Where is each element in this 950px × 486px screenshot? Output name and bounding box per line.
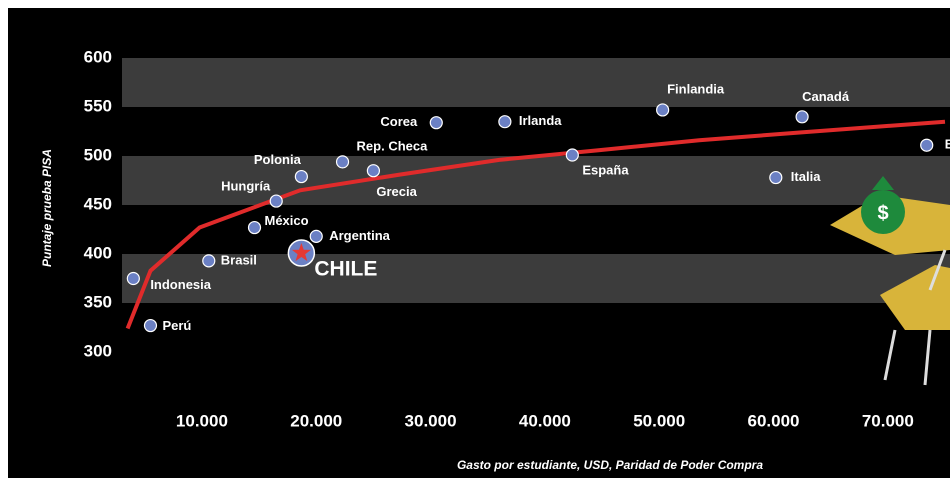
trend-line xyxy=(125,119,946,330)
point xyxy=(143,318,158,333)
point-label: Irlanda xyxy=(519,113,562,128)
point-label: B xyxy=(945,137,950,152)
point-label: Hungría xyxy=(221,179,271,194)
point-label: Perú xyxy=(162,318,191,333)
point-label: Grecia xyxy=(376,184,417,199)
point xyxy=(769,170,783,185)
y-tick-label: 400 xyxy=(84,243,112,262)
point xyxy=(656,103,670,117)
x-tick-label: 50.000 xyxy=(633,411,685,430)
point xyxy=(309,229,323,243)
point-label: Rep. Checa xyxy=(357,138,429,153)
point xyxy=(247,220,262,235)
point xyxy=(126,271,140,286)
point xyxy=(498,115,512,129)
x-tick-label: 20.000 xyxy=(290,411,342,430)
point xyxy=(795,110,809,124)
grid-band xyxy=(122,58,950,107)
y-tick-label: 300 xyxy=(84,341,112,360)
point-label: Canadá xyxy=(802,89,850,104)
point-label: Polonia xyxy=(254,152,302,167)
y-tick-label: 500 xyxy=(84,145,112,164)
point xyxy=(269,194,283,208)
point-label: Argentina xyxy=(329,228,390,243)
y-tick-label: 350 xyxy=(84,292,112,311)
point xyxy=(202,254,216,268)
point xyxy=(565,148,579,162)
x-tick-label: 60.000 xyxy=(748,411,800,430)
highlight-star xyxy=(291,243,311,262)
point xyxy=(366,164,380,178)
plot-area: Indonesia Perú Brasil México Argentina CHILE H… xyxy=(125,81,950,333)
y-tick-label: 450 xyxy=(84,194,112,213)
y-tick-label: 600 xyxy=(84,47,112,66)
y-axis-title: Puntaje prueba PISA xyxy=(40,149,54,267)
y-tick-label: 550 xyxy=(84,96,112,115)
x-axis-title: Gasto por estudiante, USD, Paridad de Po… xyxy=(457,458,763,472)
point-label: Corea xyxy=(380,114,418,129)
point-label: México xyxy=(265,213,309,228)
point xyxy=(335,155,350,169)
grid-band xyxy=(122,156,950,205)
point xyxy=(429,116,443,130)
x-tick-label: 10.000 xyxy=(176,411,228,430)
point-label: CHILE xyxy=(314,258,377,281)
point xyxy=(920,138,934,152)
point-label: Finlandia xyxy=(667,81,725,96)
point-label: España xyxy=(582,162,629,177)
x-tick-label: 70.000 xyxy=(862,411,914,430)
svg-text:$: $ xyxy=(877,202,888,224)
grid-band xyxy=(122,254,950,303)
point xyxy=(294,169,308,184)
point-label: Italia xyxy=(791,169,821,184)
point-label: Indonesia xyxy=(150,277,211,292)
x-tick-label: 30.000 xyxy=(405,411,457,430)
point-label: Brasil xyxy=(221,252,257,267)
decoration: $ xyxy=(830,176,950,386)
x-tick-label: 40.000 xyxy=(519,411,571,430)
